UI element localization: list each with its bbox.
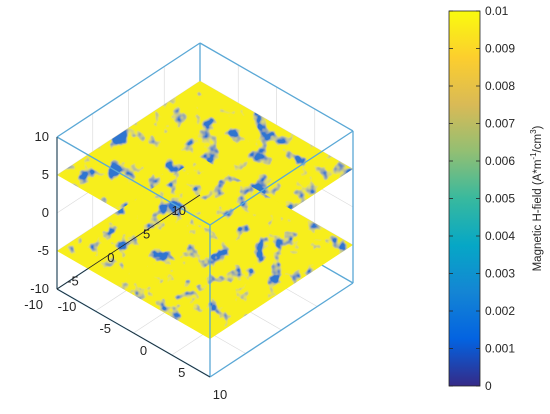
axis-line: [56, 288, 211, 378]
colorbar-label: Magnetic H-field (A*m-1/cm3): [529, 125, 544, 271]
z-axis-ticks: -10 -5 0 5 10: [30, 129, 49, 296]
box-edge: [56, 42, 201, 138]
z-tick-label: 5: [42, 167, 49, 182]
y-axis-ticks: -10 -5 0 5 10: [24, 203, 186, 312]
colorbar-tick-label: 0.006: [485, 154, 515, 168]
colorbar-label-sup1: -1: [529, 152, 538, 160]
colorbar-gradient: [448, 10, 481, 387]
y-tick-label: 10: [172, 203, 186, 218]
colorbar-tick-label: 0.007: [485, 117, 515, 131]
y-tick-label: 5: [143, 227, 150, 242]
z-tick-label: -10: [30, 281, 49, 296]
y-tick-label: 0: [107, 250, 114, 265]
colorbar-label-end: ): [532, 125, 544, 129]
y-tick-label: -5: [67, 274, 79, 289]
colorbar-tick-label: 0.003: [485, 267, 515, 281]
colorbar-label-main: Magnetic H-field (A*m: [532, 160, 544, 272]
colorbar-tick-label: 0.005: [485, 192, 515, 206]
z-tick-label: 0: [42, 205, 49, 220]
colorbar-tick-label: 0.009: [485, 42, 515, 56]
colorbar-label-sup2: 3: [529, 129, 538, 134]
z-tick-label: 10: [35, 129, 49, 144]
z-tick-label: -5: [37, 243, 49, 258]
x-tick-label: 10: [213, 387, 227, 402]
x-tick-label: 5: [178, 365, 185, 380]
y-tick-label: -10: [24, 297, 43, 312]
colorbar-tick-label: 0.01: [485, 4, 509, 18]
axes-3d: -10 -5 0 5 10 -10 -5 0 5 10 -10 -5 0 5 10: [24, 42, 354, 402]
colorbar: 0 0.001 0.002 0.003 0.004 0.005 0.006 0.007 0.00…: [448, 4, 544, 393]
x-tick-label: -10: [58, 299, 77, 314]
x-tick-label: 0: [140, 343, 147, 358]
slice-planes: [57, 81, 353, 339]
box-edge: [199, 42, 354, 132]
colorbar-tick-label: 0.001: [485, 342, 515, 356]
colorbar-tick-label: 0.004: [485, 229, 515, 243]
axis-lines: [56, 137, 211, 378]
x-tick-label: -5: [99, 321, 111, 336]
axis-line: [56, 194, 201, 290]
colorbar-tick-label: 0.008: [485, 79, 515, 93]
slice-plane: [57, 157, 353, 339]
box-edge: [56, 136, 211, 226]
colorbar-ticks: 0 0.001 0.002 0.003 0.004 0.005 0.006 0.007 0.00…: [449, 4, 515, 393]
colorbar-tick-label: 0.002: [485, 304, 515, 318]
box-edge: [209, 282, 354, 378]
colorbar-label-mid: /cm: [532, 134, 544, 153]
x-axis-ticks: -10 -5 0 5 10: [58, 299, 228, 402]
box-edge: [209, 130, 354, 226]
colorbar-tick-label: 0: [485, 379, 492, 393]
